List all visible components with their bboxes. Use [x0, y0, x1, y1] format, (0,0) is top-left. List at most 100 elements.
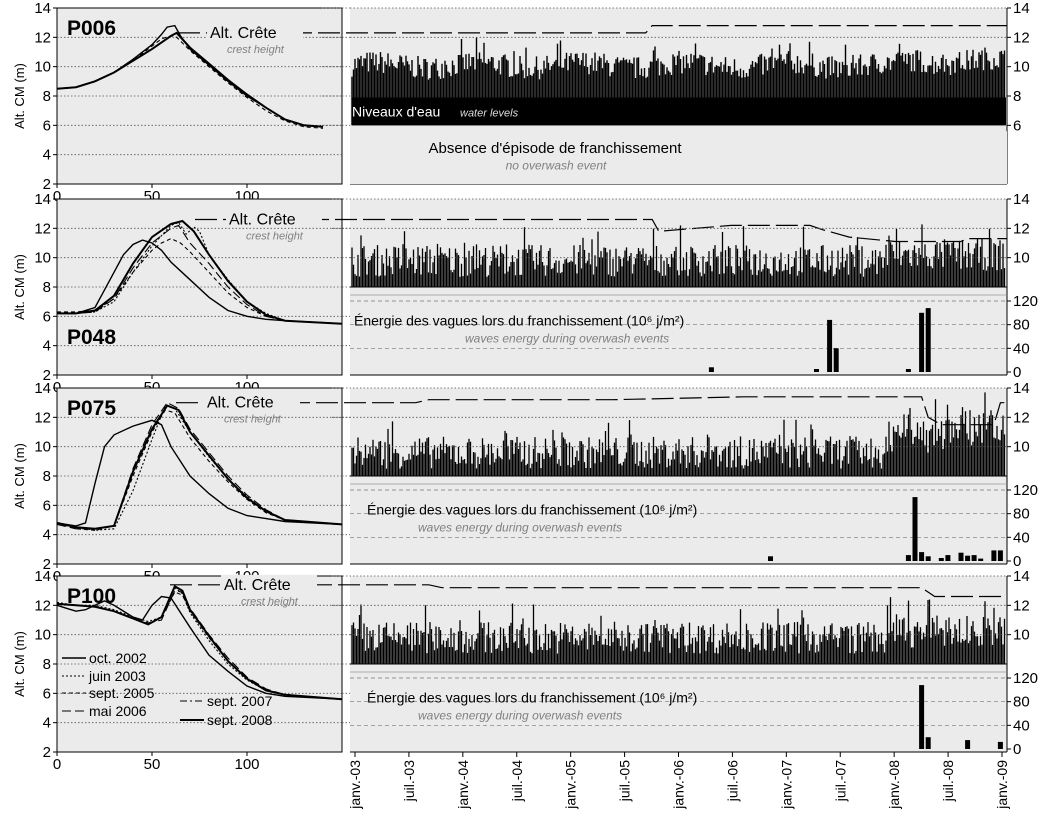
time-tick-label: janv.-07 [778, 760, 794, 810]
time-tick-label: juil.-05 [617, 760, 633, 802]
y-tick-label: 8 [43, 468, 51, 485]
y-tick-label: 2 [43, 744, 51, 761]
y-tick-label: 8 [43, 88, 51, 105]
right-y-tick-label: 10 [1013, 439, 1030, 456]
x-tick-label: 100 [234, 756, 259, 773]
right-y-tick-label: 10 [1013, 627, 1030, 644]
y-tick-label: 12 [34, 409, 51, 426]
water-level-series [351, 392, 1006, 476]
energy-bar [919, 685, 925, 749]
energy-bar [958, 552, 964, 561]
energy-bar [708, 367, 714, 372]
energy-tick-label: 120 [1013, 670, 1038, 687]
right-y-tick-label: 10 [1013, 250, 1030, 267]
time-tick-label: janv.-09 [994, 760, 1010, 810]
energy-bar [814, 369, 819, 372]
energy-bar [768, 556, 773, 561]
energy-tick-label: 80 [1013, 694, 1030, 711]
energy-bar [997, 741, 1003, 749]
y-tick-label: 2 [43, 367, 51, 384]
water-sublabel: water levels [460, 108, 519, 120]
right-y-tick-label: 10 [1013, 59, 1030, 76]
x-tick-label: 0 [53, 756, 61, 773]
energy-label: Énergie des vagues lors du franchissemen… [354, 312, 684, 328]
crest-sublabel: crest height [224, 414, 282, 426]
energy-bar [965, 740, 971, 749]
energy-bar [991, 550, 997, 561]
profile-line [57, 584, 342, 701]
energy-bar [925, 556, 931, 561]
crest-label: Alt. Crête [207, 395, 274, 412]
y-axis-label: Alt. CM (m) [12, 443, 27, 509]
energy-tick-label: 80 [1013, 506, 1030, 523]
energy-sublabel: waves energy during overwash events [465, 331, 669, 345]
right-y-tick-label: 12 [1013, 409, 1030, 426]
energy-bar [978, 558, 984, 561]
energy-sublabel: waves energy during overwash events [418, 520, 622, 534]
right-y-tick-label: 12 [1013, 220, 1030, 237]
y-tick-label: 12 [34, 597, 51, 614]
profile-id: P006 [67, 17, 116, 40]
no-event-sublabel: no overwash event [506, 158, 607, 172]
y-tick-label: 6 [43, 685, 51, 702]
crest-label-bg [226, 209, 322, 228]
energy-bar [997, 550, 1003, 561]
x-tick-label: 0 [53, 188, 61, 205]
no-event-band [350, 131, 1007, 184]
legend-label: oct. 2002 [89, 650, 147, 666]
crest-line [176, 396, 1007, 426]
y-axis-label: Alt. CM (m) [12, 63, 27, 129]
time-tick-label: juil.-07 [832, 760, 848, 802]
energy-label: Énergie des vagues lors du franchissemen… [367, 501, 697, 517]
profile-lines [57, 219, 342, 325]
energy-sublabel: waves energy during overwash events [418, 708, 622, 722]
time-tick-label: janv.-03 [347, 760, 363, 810]
energy-tick-label: 0 [1013, 741, 1021, 758]
y-tick-label: 14 [34, 380, 51, 397]
energy-tick-label: 120 [1013, 293, 1038, 310]
y-tick-label: 14 [34, 568, 51, 585]
y-tick-label: 4 [43, 527, 51, 544]
time-tick-label: janv.-04 [455, 760, 471, 810]
energy-tick-label: 0 [1013, 553, 1021, 570]
y-tick-label: 14 [34, 0, 51, 17]
profile-lines [57, 24, 324, 129]
energy-bar [925, 737, 931, 749]
energy-bar [938, 558, 944, 561]
energy-tick-label: 40 [1013, 529, 1030, 546]
time-tick-label: juil.-04 [509, 760, 525, 802]
profile-line [57, 224, 342, 325]
x-tick-label: 50 [144, 756, 161, 773]
energy-tick-label: 40 [1013, 717, 1030, 734]
profile-line [57, 595, 342, 700]
right-y-tick-label: 14 [1013, 0, 1030, 17]
energy-bar [905, 369, 911, 372]
profile-line [57, 591, 342, 700]
y-tick-label: 4 [43, 715, 51, 732]
energy-bar [827, 319, 833, 372]
profile-line [57, 219, 342, 325]
crest-label-bg [221, 574, 317, 593]
y-tick-label: 2 [43, 556, 51, 573]
energy-bar [919, 552, 925, 561]
no-event-label: Absence d'épisode de franchissement [428, 140, 682, 157]
y-tick-label: 10 [34, 59, 51, 76]
legend-label: sept. 2008 [207, 712, 273, 728]
y-tick-label: 4 [43, 147, 51, 164]
y-tick-label: 10 [34, 627, 51, 644]
right-y-tick-label: 8 [1013, 88, 1021, 105]
water-label: Niveaux d'eau [352, 104, 440, 120]
time-tick-label: janv.-06 [671, 760, 687, 810]
y-tick-label: 10 [34, 250, 51, 267]
crest-label: Alt. Crête [210, 25, 277, 42]
energy-bar [919, 312, 925, 372]
water-level-series [351, 37, 1006, 126]
time-tick-label: juil.-08 [940, 760, 956, 802]
y-tick-label: 12 [34, 220, 51, 237]
right-y-tick-label: 14 [1013, 380, 1030, 397]
legend-label: juin 2003 [88, 668, 146, 684]
